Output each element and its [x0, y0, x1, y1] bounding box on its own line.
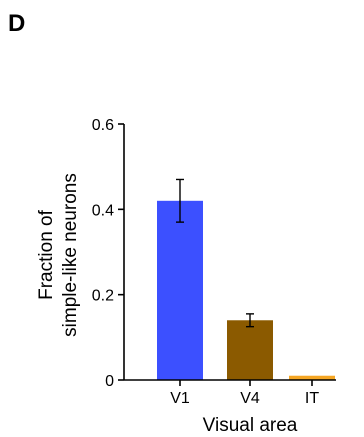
bar-it: [289, 375, 335, 380]
y-tick-label: 0.6: [92, 117, 114, 134]
y-axis: 0 0.2 0.4 0.6: [92, 117, 125, 390]
x-tick-label-v1: V1: [170, 390, 190, 407]
y-tick-label: 0.4: [92, 202, 114, 219]
bar-v4: [227, 320, 273, 380]
error-bars-group: [176, 178, 254, 328]
panel-letter: D: [8, 10, 26, 37]
x-tick-label-it: IT: [305, 390, 319, 407]
x-axis: V1 V4 IT: [124, 379, 336, 407]
error-bar-v4: [246, 313, 254, 328]
y-axis-title-line-1: Fraction of: [36, 209, 57, 299]
y-axis-title: Fraction of simple-like neurons: [36, 173, 81, 337]
error-bar-v1: [176, 178, 184, 223]
y-axis-title-line-2: simple-like neurons: [60, 173, 81, 337]
x-axis-title: Visual area: [203, 415, 298, 436]
bars-group: [157, 200, 335, 380]
y-tick-label: 0.2: [92, 288, 114, 305]
y-tick-label: 0: [105, 373, 114, 390]
x-tick-label-v4: V4: [240, 390, 260, 407]
bar-v1: [157, 200, 203, 380]
